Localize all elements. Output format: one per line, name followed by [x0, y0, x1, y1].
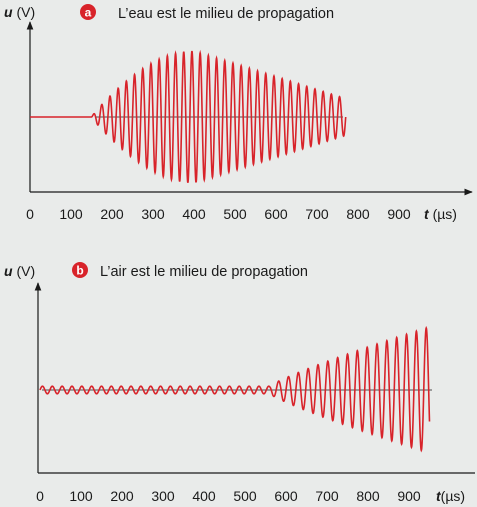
- chart-b: u (V) b L’air est le milieu de propagati…: [4, 262, 475, 504]
- chart-a-x-ticks: 0 100 200 300 400 500 600 700 800 900: [26, 206, 411, 222]
- chart-a-tick-2: 200: [100, 206, 124, 222]
- chart-a-tick-5: 500: [223, 206, 247, 222]
- chart-a-ylabel: u (V): [4, 4, 35, 20]
- chart-a-tick-9: 900: [387, 206, 411, 222]
- chart-b-xlabel-var: t: [436, 488, 442, 504]
- chart-a-tick-4: 400: [182, 206, 206, 222]
- chart-b-badge: [72, 262, 88, 278]
- chart-b-xlabel-unit: (µs): [441, 488, 465, 504]
- chart-a-badge: [80, 4, 96, 20]
- chart-b-ylabel: u (V): [4, 263, 35, 279]
- chart-b-tick-8: 800: [356, 488, 380, 504]
- chart-a-badge-letter: a: [85, 6, 92, 20]
- chart-b-tick-6: 600: [274, 488, 298, 504]
- chart-b-ylabel-unit: (V): [16, 263, 35, 279]
- chart-b-signal-line: [39, 325, 431, 453]
- chart-b-tick-5: 500: [233, 488, 257, 504]
- chart-a-xlabel-var: t: [424, 206, 430, 222]
- chart-b-title: L’air est le milieu de propagation: [100, 264, 308, 280]
- chart-b-tick-9: 900: [397, 488, 421, 504]
- chart-a: u (V) a L’eau est le milieu de propagati…: [4, 4, 473, 222]
- chart-b-tick-3: 300: [151, 488, 175, 504]
- chart-a-ylabel-unit: (V): [16, 4, 35, 20]
- chart-b-tick-7: 700: [315, 488, 339, 504]
- chart-b-badge-letter: b: [76, 264, 83, 278]
- chart-b-tick-2: 200: [110, 488, 134, 504]
- chart-b-xlabel: t(µs): [436, 488, 465, 504]
- chart-a-tick-1: 100: [59, 206, 83, 222]
- chart-a-title: L’eau est le milieu de propagation: [118, 6, 334, 22]
- chart-b-ylabel-var: u: [4, 263, 13, 279]
- chart-a-tick-3: 300: [141, 206, 165, 222]
- chart-b-tick-0: 0: [36, 488, 44, 504]
- chart-a-tick-8: 800: [346, 206, 370, 222]
- chart-a-signal-line: [30, 49, 347, 183]
- chart-a-ylabel-var: u: [4, 4, 13, 20]
- chart-a-xlabel-unit: (µs): [433, 206, 457, 222]
- chart-b-tick-4: 400: [192, 488, 216, 504]
- chart-b-x-ticks: 0 100 200 300 400 500 600 700 800 900: [36, 488, 421, 504]
- chart-a-tick-6: 600: [264, 206, 288, 222]
- chart-b-tick-1: 100: [69, 488, 93, 504]
- chart-a-tick-0: 0: [26, 206, 34, 222]
- chart-a-xlabel: t (µs): [424, 206, 457, 222]
- chart-a-tick-7: 700: [305, 206, 329, 222]
